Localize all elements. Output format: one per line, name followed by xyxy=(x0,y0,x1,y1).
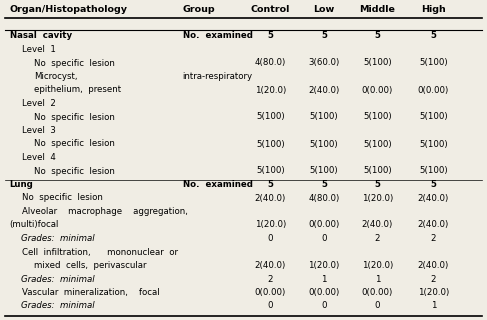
Text: No.  examined: No. examined xyxy=(183,180,252,189)
Text: Group: Group xyxy=(183,5,215,14)
Text: 5(100): 5(100) xyxy=(419,140,448,148)
Text: 2: 2 xyxy=(431,234,436,243)
Text: 0: 0 xyxy=(321,234,327,243)
Text: Grades:  minimal: Grades: minimal xyxy=(10,301,94,310)
Text: 0(0.00): 0(0.00) xyxy=(308,220,339,229)
Text: 2(40.0): 2(40.0) xyxy=(255,194,286,203)
Text: Level  4: Level 4 xyxy=(22,153,56,162)
Text: 1: 1 xyxy=(431,301,436,310)
Text: Nasal  cavity: Nasal cavity xyxy=(10,31,72,41)
Text: 0(0.00): 0(0.00) xyxy=(362,85,393,94)
Text: Organ/Histopathology: Organ/Histopathology xyxy=(10,5,128,14)
Text: 5: 5 xyxy=(431,180,436,189)
Text: 1(20.0): 1(20.0) xyxy=(362,261,393,270)
Text: Middle: Middle xyxy=(359,5,395,14)
Text: 5: 5 xyxy=(431,31,436,41)
Text: 1(20.0): 1(20.0) xyxy=(255,85,286,94)
Text: 5: 5 xyxy=(267,31,273,41)
Text: 5(100): 5(100) xyxy=(256,113,284,122)
Text: 2: 2 xyxy=(375,234,380,243)
Text: 2: 2 xyxy=(431,275,436,284)
Text: No  specific  lesion: No specific lesion xyxy=(34,113,115,122)
Text: Level  1: Level 1 xyxy=(22,45,56,54)
Text: 5: 5 xyxy=(375,31,380,41)
Text: Vascular  mineralization,    focal: Vascular mineralization, focal xyxy=(22,288,160,297)
Text: 1(20.0): 1(20.0) xyxy=(362,194,393,203)
Text: 0: 0 xyxy=(321,301,327,310)
Text: 0: 0 xyxy=(267,301,273,310)
Text: 2(40.0): 2(40.0) xyxy=(362,220,393,229)
Text: 5(100): 5(100) xyxy=(363,166,392,175)
Text: Cell  infiltration,      mononuclear  or: Cell infiltration, mononuclear or xyxy=(22,247,178,257)
Text: 2(40.0): 2(40.0) xyxy=(255,261,286,270)
Text: 5: 5 xyxy=(321,31,327,41)
Text: Grades:  minimal: Grades: minimal xyxy=(10,234,94,243)
Text: 2(40.0): 2(40.0) xyxy=(418,220,449,229)
Text: Microcyst,: Microcyst, xyxy=(34,72,77,81)
Text: 1(20.0): 1(20.0) xyxy=(255,220,286,229)
Text: Level  3: Level 3 xyxy=(22,126,56,135)
Text: 5(100): 5(100) xyxy=(419,59,448,68)
Text: 4(80.0): 4(80.0) xyxy=(308,194,339,203)
Text: 5(100): 5(100) xyxy=(256,140,284,148)
Text: mixed  cells,  perivascular: mixed cells, perivascular xyxy=(34,261,147,270)
Text: 2(40.0): 2(40.0) xyxy=(418,194,449,203)
Text: 1: 1 xyxy=(321,275,327,284)
Text: 1: 1 xyxy=(375,275,380,284)
Text: No  specific  lesion: No specific lesion xyxy=(34,59,115,68)
Text: Level  2: Level 2 xyxy=(22,99,56,108)
Text: 5(100): 5(100) xyxy=(363,113,392,122)
Text: 0(0.00): 0(0.00) xyxy=(418,85,449,94)
Text: 5(100): 5(100) xyxy=(419,166,448,175)
Text: 2: 2 xyxy=(267,275,273,284)
Text: 5: 5 xyxy=(375,180,380,189)
Text: Grades:  minimal: Grades: minimal xyxy=(10,275,94,284)
Text: 5(100): 5(100) xyxy=(310,166,338,175)
Text: 5(100): 5(100) xyxy=(363,59,392,68)
Text: No.  examined: No. examined xyxy=(183,31,252,41)
Text: 0(0.00): 0(0.00) xyxy=(308,288,339,297)
Text: Low: Low xyxy=(313,5,335,14)
Text: 0(0.00): 0(0.00) xyxy=(255,288,286,297)
Text: Alveolar    macrophage    aggregation,: Alveolar macrophage aggregation, xyxy=(22,207,188,216)
Text: 5(100): 5(100) xyxy=(419,113,448,122)
Text: Lung: Lung xyxy=(10,180,34,189)
Text: 2(40.0): 2(40.0) xyxy=(308,85,339,94)
Text: High: High xyxy=(421,5,446,14)
Text: 4(80.0): 4(80.0) xyxy=(255,59,286,68)
Text: No  specific  lesion: No specific lesion xyxy=(22,194,103,203)
Text: 0(0.00): 0(0.00) xyxy=(362,288,393,297)
Text: 0: 0 xyxy=(375,301,380,310)
Text: 5: 5 xyxy=(321,180,327,189)
Text: intra-respiratory: intra-respiratory xyxy=(183,72,253,81)
Text: 5(100): 5(100) xyxy=(363,140,392,148)
Text: epithelium,  present: epithelium, present xyxy=(34,85,121,94)
Text: 5(100): 5(100) xyxy=(256,166,284,175)
Text: 1(20.0): 1(20.0) xyxy=(308,261,339,270)
Text: 5(100): 5(100) xyxy=(310,113,338,122)
Text: No  specific  lesion: No specific lesion xyxy=(34,166,115,175)
Text: 5: 5 xyxy=(267,180,273,189)
Text: Control: Control xyxy=(251,5,290,14)
Text: No  specific  lesion: No specific lesion xyxy=(34,140,115,148)
Text: 0: 0 xyxy=(267,234,273,243)
Text: 5(100): 5(100) xyxy=(310,140,338,148)
Text: 1(20.0): 1(20.0) xyxy=(418,288,449,297)
Text: 3(60.0): 3(60.0) xyxy=(308,59,339,68)
Text: 2(40.0): 2(40.0) xyxy=(418,261,449,270)
Text: (multi)focal: (multi)focal xyxy=(10,220,59,229)
